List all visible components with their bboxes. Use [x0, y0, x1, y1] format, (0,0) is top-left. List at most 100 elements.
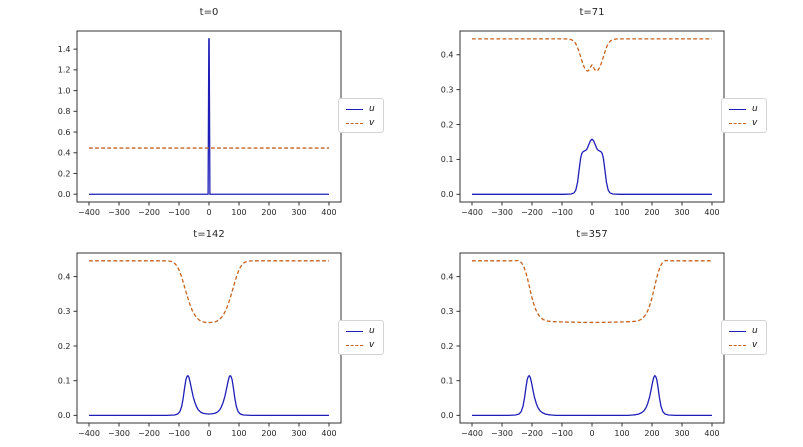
x-tick-label: 300: [674, 429, 689, 438]
x-tick-label: 0: [589, 429, 594, 438]
legend-label-u: u: [369, 326, 375, 336]
legend-t142: u v: [338, 320, 384, 355]
x-tick-label: 300: [291, 208, 306, 217]
x-tick-label: 0: [206, 429, 211, 438]
u-line-swatch: [346, 330, 363, 332]
y-tick-label: 0.2: [58, 169, 71, 178]
x-tick-label: −100: [551, 208, 573, 217]
y-tick-label: 1.4: [58, 45, 71, 54]
y-axis-t71: 0.0 0.1 0.2 0.3 0.4: [441, 51, 460, 199]
axes-t71: −400 −300 −200 −100 0 100 200 300 4000.00.10.20.…: [441, 30, 725, 217]
x-tick-label: 200: [644, 429, 659, 438]
y-tick-label: 0.1: [441, 376, 454, 385]
v-curve-t142: [89, 260, 329, 324]
subplot-title-t71: t=71: [579, 7, 605, 18]
x-tick-label: 0: [206, 208, 211, 217]
x-tick-label: 400: [704, 429, 719, 438]
y-axis-t357: 0.0 0.1 0.2 0.3 0.4: [441, 272, 460, 420]
u-line-swatch: [729, 108, 746, 110]
plot-frame-t142: [76, 252, 342, 424]
legend-label-v: v: [752, 118, 758, 128]
y-axis-t142: 0.0 0.1 0.2 0.3 0.4: [58, 272, 77, 420]
v-line-swatch: [729, 122, 746, 124]
y-tick-label: 0.3: [441, 85, 454, 94]
y-tick-label: 0.3: [58, 307, 71, 316]
y-tick-label: 0.4: [58, 272, 71, 281]
legend-t71: u v: [721, 98, 767, 133]
y-tick-label: 0.1: [441, 155, 454, 164]
x-tick-label: 100: [614, 429, 629, 438]
legend-entry-u: u: [346, 326, 375, 336]
legend-entry-v: v: [729, 118, 758, 128]
x-tick-label: 400: [321, 429, 336, 438]
u-line-swatch: [729, 330, 746, 332]
legend-entry-u: u: [729, 104, 758, 114]
legend-entry-u: u: [346, 104, 375, 114]
y-tick-label: 0.6: [58, 128, 71, 137]
y-tick-label: 0.1: [58, 376, 71, 385]
x-axis-t357: −400 −300 −200 −100 0 100 200 300 400: [461, 423, 720, 438]
x-tick-label: −400: [461, 208, 483, 217]
y-tick-label: 0.2: [58, 342, 71, 351]
x-tick-label: 400: [321, 208, 336, 217]
x-tick-label: −200: [521, 208, 543, 217]
x-tick-label: 300: [674, 208, 689, 217]
x-tick-label: 200: [261, 208, 276, 217]
legend-label-v: v: [369, 118, 375, 128]
y-tick-label: 1.0: [58, 86, 71, 95]
legend-t357: u v: [721, 320, 767, 355]
legend-label-u: u: [369, 104, 375, 114]
x-tick-label: −200: [138, 429, 160, 438]
x-tick-label: 200: [644, 208, 659, 217]
legend-label-v: v: [369, 340, 375, 350]
plot-frame-t71: [459, 30, 725, 203]
subplot-title-t0: t=0: [199, 7, 219, 18]
x-tick-label: 0: [589, 208, 594, 217]
u-curve-t357: [472, 374, 712, 417]
y-tick-label: 1.2: [58, 66, 71, 75]
legend-label-u: u: [752, 104, 758, 114]
x-tick-label: 100: [614, 208, 629, 217]
v-curve-t71: [472, 38, 712, 72]
x-tick-label: 200: [261, 429, 276, 438]
v-line-swatch: [346, 122, 363, 124]
y-tick-label: 0.4: [58, 149, 71, 158]
axes-t357: −400 −300 −200 −100 0 100 200 300 4000.00.10.20.…: [441, 252, 725, 438]
x-tick-label: 100: [231, 208, 246, 217]
legend-label-v: v: [752, 340, 758, 350]
x-tick-label: −100: [168, 429, 190, 438]
x-tick-label: 400: [704, 208, 719, 217]
v-line-swatch: [346, 344, 363, 346]
x-tick-label: −300: [108, 208, 130, 217]
legend-label-u: u: [752, 326, 758, 336]
x-tick-label: 100: [231, 429, 246, 438]
v-curve-t357: [472, 259, 712, 324]
y-axis-t0: 0.0 0.2 0.4 0.6 0.8 1.0 1.2 1.4: [58, 45, 77, 199]
y-tick-label: 0.8: [58, 107, 71, 116]
plot-frame-t357: [459, 252, 725, 424]
u-curve-t71: [472, 138, 712, 195]
x-tick-label: −400: [78, 429, 100, 438]
x-tick-label: −200: [521, 429, 543, 438]
legend-entry-v: v: [346, 118, 375, 128]
y-tick-label: 0.4: [441, 272, 454, 281]
legend-entry-v: v: [729, 340, 758, 350]
y-tick-label: 0.0: [441, 411, 454, 420]
v-line-swatch: [729, 344, 746, 346]
x-tick-label: −400: [461, 429, 483, 438]
x-tick-label: −300: [491, 429, 513, 438]
axes-t142: −400 −300 −200 −100 0 100 200 300 4000.00.10.20.…: [58, 252, 342, 438]
x-axis-t71: −400 −300 −200 −100 0 100 200 300 400: [461, 202, 720, 217]
y-tick-label: 0.0: [441, 190, 454, 199]
legend-t0: u v: [338, 98, 384, 133]
u-line-swatch: [346, 108, 363, 110]
y-tick-label: 0.4: [441, 51, 454, 60]
u-curve-t0: [89, 38, 329, 195]
x-tick-label: −400: [78, 208, 100, 217]
x-tick-label: 300: [291, 429, 306, 438]
x-axis-t0: −400 −300 −200 −100 0 100 200 300 400: [78, 202, 337, 217]
legend-entry-v: v: [346, 340, 375, 350]
y-tick-label: 0.2: [441, 342, 454, 351]
